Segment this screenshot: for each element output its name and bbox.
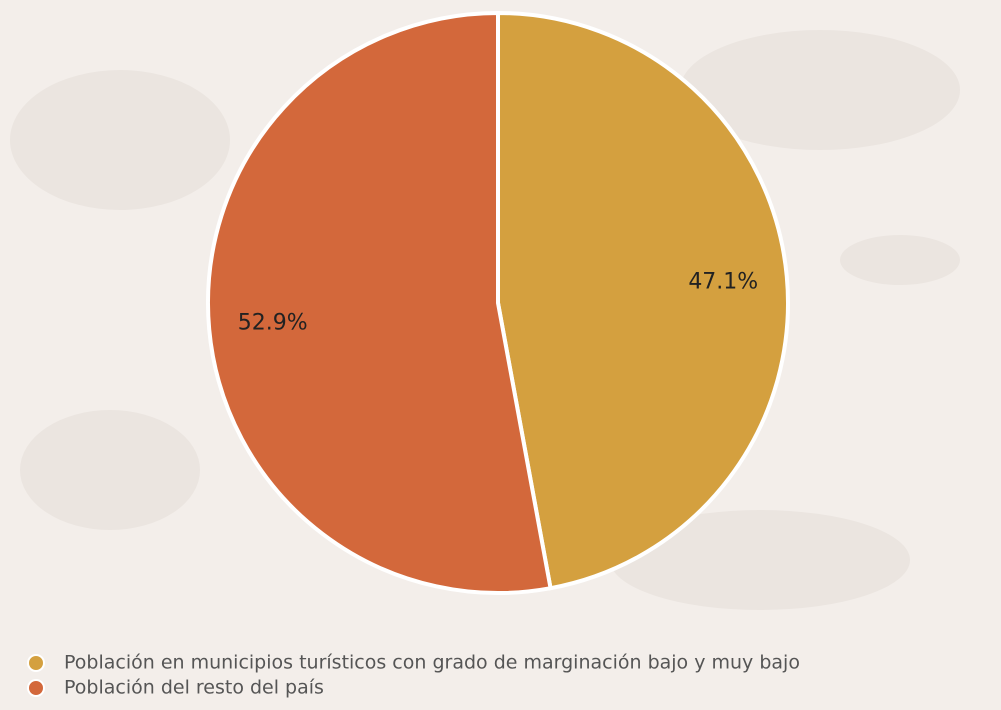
- map-shape: [840, 235, 960, 285]
- pie: 47.1% 52.9%: [206, 10, 790, 595]
- legend-marker: [27, 654, 45, 672]
- map-shape: [680, 30, 960, 150]
- map-shape: [610, 510, 910, 610]
- legend-label: Población en municipios turísticos con g…: [64, 652, 800, 674]
- map-background: [10, 30, 960, 610]
- pie-slice: [496, 10, 790, 591]
- data-label: 47.1%: [688, 269, 758, 294]
- pie-slice: [206, 10, 553, 595]
- legend: Población en municipios turísticos con g…: [27, 652, 800, 699]
- map-shape: [10, 70, 230, 210]
- map-shape: [20, 410, 200, 530]
- legend-label: Población del resto del país: [64, 677, 324, 699]
- data-label: 52.9%: [238, 311, 308, 336]
- legend-marker: [27, 679, 45, 697]
